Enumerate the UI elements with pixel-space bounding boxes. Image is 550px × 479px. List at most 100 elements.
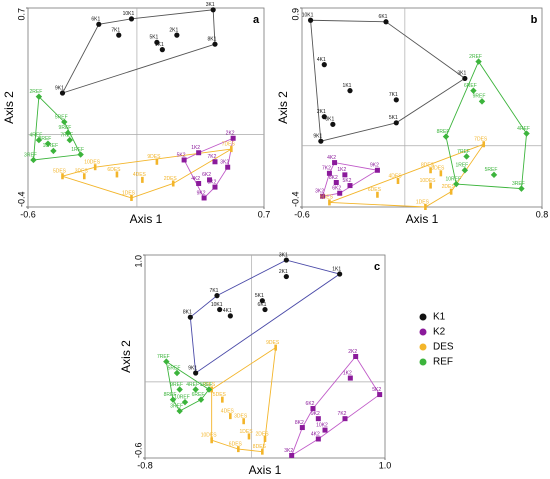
point: [332, 160, 338, 166]
point: [181, 398, 189, 406]
panel-label: a: [253, 14, 260, 26]
point: [315, 416, 321, 422]
point: [393, 120, 399, 126]
point-label: 7K2: [322, 166, 331, 172]
point-label: 9DES: [147, 154, 161, 160]
point: [518, 185, 525, 192]
point: [227, 313, 233, 319]
point-label: 2K2: [348, 349, 357, 355]
y-tick-label: 0.9: [290, 8, 300, 21]
hull: [321, 162, 379, 197]
point-label: 2K2: [226, 131, 235, 137]
point: [396, 177, 400, 184]
point: [196, 150, 202, 156]
point: [212, 184, 218, 190]
point-label: 7K1: [210, 288, 219, 294]
point-label: 9REF: [170, 382, 183, 388]
point-label: 9K2: [311, 411, 320, 417]
point: [259, 298, 265, 304]
point: [318, 138, 324, 144]
point-label: 4K2: [327, 155, 336, 161]
point: [462, 75, 468, 82]
point: [201, 195, 207, 201]
point-label: 5K2: [372, 387, 381, 393]
point: [326, 170, 332, 176]
point-label: 6K2: [306, 401, 315, 407]
panel-label: c: [374, 261, 380, 273]
point: [225, 164, 231, 170]
plot-frame: [27, 7, 265, 208]
point: [196, 180, 202, 186]
point-label: 3REF: [512, 181, 525, 187]
legend-swatch: [419, 313, 427, 321]
point-label: 1DES: [416, 199, 430, 205]
plot-frame: [144, 254, 386, 459]
point-label: 3K2: [284, 448, 293, 454]
point-label: 1DES: [239, 429, 253, 435]
point: [155, 158, 159, 165]
point: [439, 170, 443, 177]
point-label: 5DES: [213, 392, 227, 398]
point: [82, 173, 86, 180]
point: [237, 446, 240, 453]
point: [383, 19, 389, 25]
point-label: 1K1: [343, 83, 352, 89]
legend-swatch: [419, 343, 427, 351]
point: [475, 58, 482, 65]
point-label: 4K2: [191, 176, 200, 182]
point-label: 3K2: [315, 189, 324, 195]
point: [141, 176, 144, 183]
point-label: 7K1: [111, 27, 120, 33]
point-label: 7REF: [457, 149, 470, 155]
point: [193, 370, 199, 376]
point-label: 9REF: [59, 125, 72, 131]
point-label: 7REF: [157, 354, 170, 360]
point: [262, 306, 268, 313]
point-label: 9K2: [197, 190, 206, 196]
y-axis-label: Axis 2: [119, 340, 133, 373]
point-label: 5REF: [168, 365, 181, 371]
x-axis-label: Axis 1: [406, 212, 439, 226]
point: [337, 271, 343, 277]
x-tick-label: -0.8: [137, 460, 153, 470]
point-label: 8K2: [295, 420, 304, 426]
point-label: 9DES: [266, 340, 280, 346]
point-label: 3K2: [220, 160, 229, 166]
point-label: 6K2: [332, 186, 341, 192]
y-tick-label: 0.7: [16, 8, 26, 21]
point-label: 6K1: [258, 302, 267, 308]
point: [470, 87, 477, 94]
x-tick-label: 0.7: [258, 209, 271, 219]
point-label: 7K1: [389, 92, 398, 98]
point-label: 2DES: [255, 431, 269, 437]
point-label: 5K1: [255, 293, 264, 299]
point-label: 10DES: [420, 178, 437, 184]
point-label: 8DES: [253, 444, 267, 450]
point-label: 9K1: [55, 85, 64, 91]
hull: [165, 360, 210, 412]
point-label: 6DES: [229, 441, 243, 447]
point: [96, 21, 102, 27]
y-tick-label: 1.0: [133, 255, 143, 268]
point: [159, 47, 165, 53]
point: [482, 141, 486, 148]
point-label: 2DES: [442, 184, 456, 190]
point: [35, 136, 43, 144]
point: [93, 164, 97, 171]
point-label: 3REF: [24, 152, 37, 158]
point-label: 8K2: [208, 179, 217, 185]
point: [212, 41, 218, 47]
point-label: 1K1: [155, 42, 164, 48]
point-label: 5K1: [149, 35, 158, 41]
point-label: 10DES: [84, 160, 101, 166]
point: [169, 396, 177, 403]
point: [289, 452, 295, 458]
legend-label: K2: [433, 327, 446, 338]
point-label: 9DES: [320, 195, 334, 201]
point-label: 7K2: [338, 411, 347, 417]
point: [263, 435, 267, 442]
point-label: 4DES: [221, 408, 235, 414]
point-label: 1REF: [71, 147, 84, 153]
point: [181, 157, 187, 163]
point: [35, 93, 43, 100]
